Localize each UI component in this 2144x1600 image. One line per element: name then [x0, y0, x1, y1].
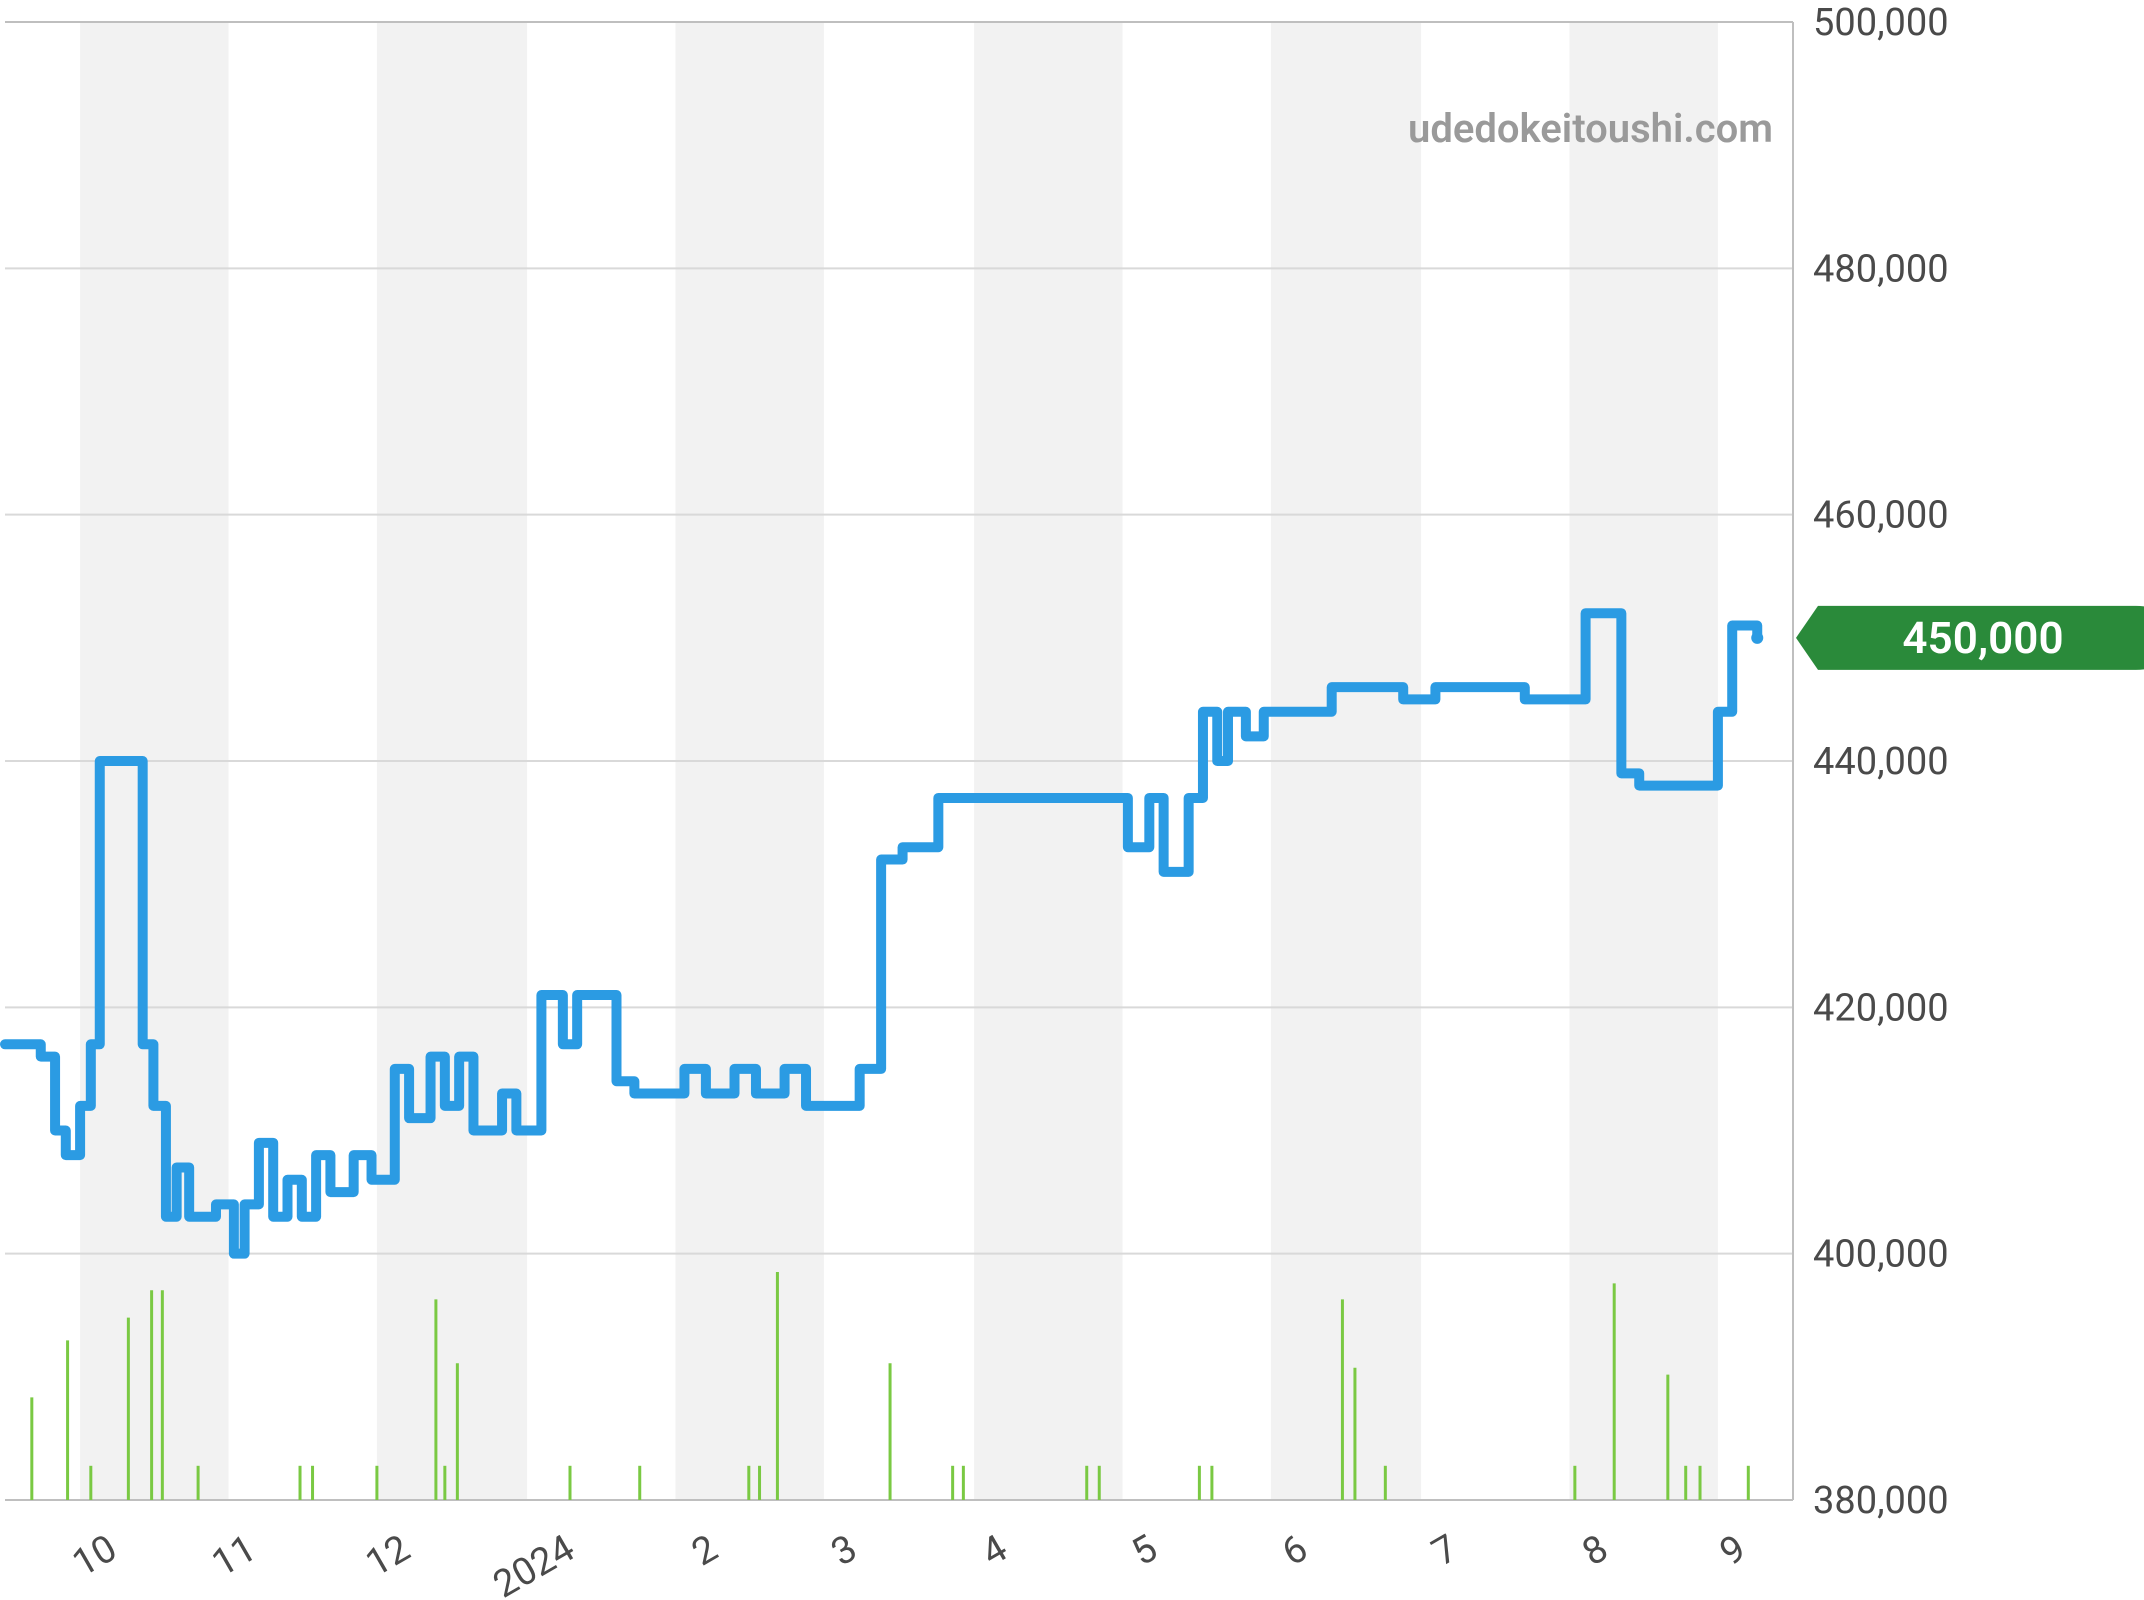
- price-chart: 380,000 400,000 440,000 460,000 480,000 500,0…: [0, 0, 2144, 1600]
- y-tick-label: 440,000: [1813, 740, 1949, 784]
- watermark: udedokeitoushi.com: [1408, 105, 1773, 152]
- y-tick-label: 500,000: [1813, 1, 1949, 45]
- y-tick-label: 380,000: [1813, 1479, 1949, 1523]
- chart-svg: 380,000 400,000 440,000 460,000 480,000 500,0…: [0, 0, 2144, 1600]
- y-tick-label: 480,000: [1813, 247, 1949, 291]
- y-tick-label: 420,000: [1813, 986, 1949, 1030]
- y-tick-label: 400,000: [1813, 1233, 1949, 1277]
- current-price-label: 450,000: [1902, 612, 2063, 664]
- y-tick-label: 460,000: [1813, 494, 1949, 538]
